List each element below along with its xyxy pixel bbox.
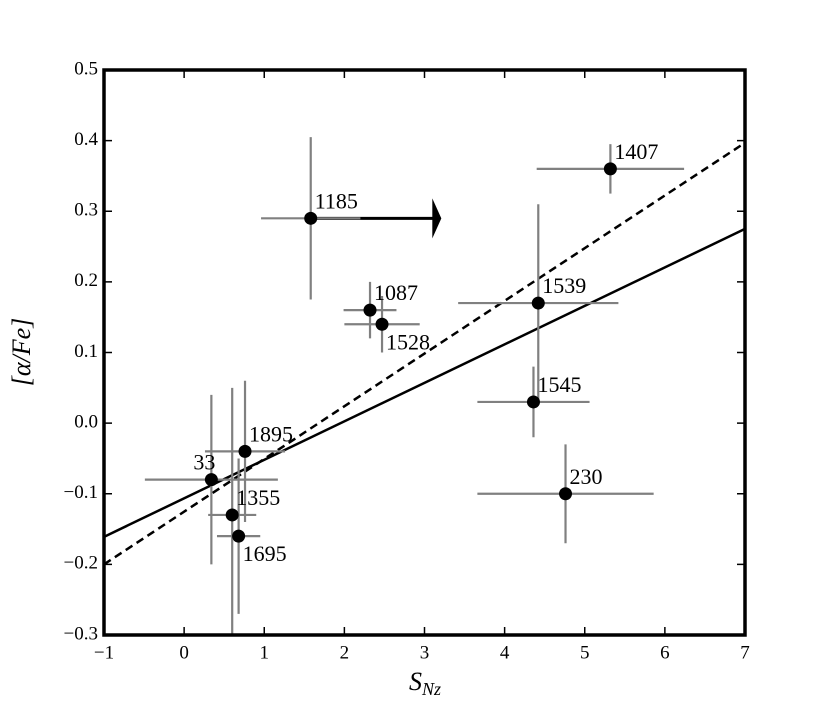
y-tick-label: 0.4: [74, 129, 98, 150]
point-label: 1355: [236, 485, 280, 510]
x-label-sub: Nz: [421, 679, 441, 699]
x-tick-label: 4: [500, 642, 510, 663]
fit-line: [104, 141, 745, 566]
x-tick-label: 3: [420, 642, 430, 663]
point-label: 1539: [542, 273, 586, 298]
x-tick-label: 0: [179, 642, 189, 663]
point-label: 1087: [374, 280, 418, 305]
data-point: [204, 473, 218, 487]
x-tick-label: 1: [260, 642, 270, 663]
data-point: [363, 303, 377, 317]
data-point: [232, 529, 246, 543]
point-label: 230: [570, 464, 603, 489]
data-point: [559, 487, 573, 501]
x-tick-label: 2: [340, 642, 350, 663]
data-point: [304, 211, 318, 225]
plot-frame: [102, 68, 747, 637]
data-point: [526, 395, 540, 409]
data-point: [375, 317, 389, 331]
point-label: 1528: [386, 329, 430, 354]
x-tick-label: −1: [94, 642, 114, 663]
y-tick-label: 0.2: [74, 270, 98, 291]
y-tick-label: 0.0: [74, 411, 98, 432]
x-label-main: S: [409, 667, 422, 696]
point-label: 1695: [243, 541, 287, 566]
y-tick-label: −0.2: [64, 553, 98, 574]
point-label: 33: [193, 450, 215, 475]
data-point: [238, 444, 252, 458]
x-tick-label: 5: [580, 642, 590, 663]
x-tick-label: 6: [660, 642, 670, 663]
y-tick-label: 0.5: [74, 58, 98, 79]
x-tick-label: 7: [740, 642, 750, 663]
fit-line: [104, 227, 745, 538]
x-axis-label: SNz: [409, 667, 441, 699]
y-tick-label: −0.1: [64, 482, 98, 503]
point-label: 1407: [614, 139, 658, 164]
y-tick-label: −0.3: [64, 623, 98, 644]
y-tick-label: 0.3: [74, 200, 98, 221]
arrow-head: [432, 198, 442, 239]
point-label: 1895: [249, 421, 293, 446]
point-label: 1185: [315, 188, 358, 213]
y-tick-label: 0.1: [74, 341, 98, 362]
data-point: [225, 508, 239, 522]
data-point: [603, 162, 617, 176]
y-axis-label: [α/Fe]: [7, 318, 36, 387]
data-point: [531, 296, 545, 310]
point-label: 1545: [537, 372, 581, 397]
